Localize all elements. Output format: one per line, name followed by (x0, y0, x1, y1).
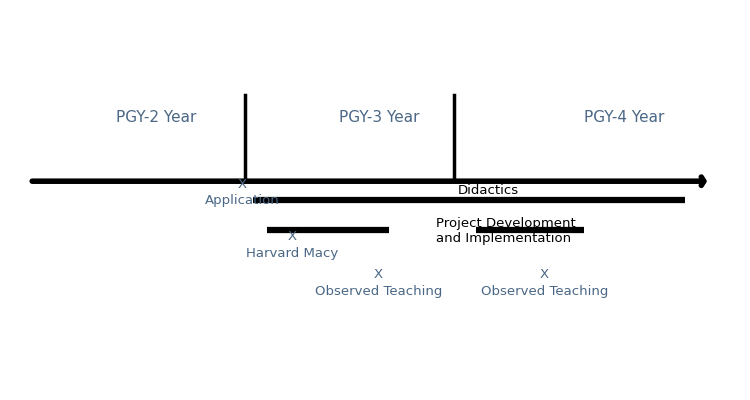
Text: X: X (540, 268, 549, 281)
Text: X: X (288, 230, 297, 243)
Text: Didactics: Didactics (458, 184, 519, 197)
Text: PGY-2 Year: PGY-2 Year (116, 110, 196, 125)
Text: Project Development
and Implementation: Project Development and Implementation (436, 217, 576, 245)
Text: Observed Teaching: Observed Teaching (315, 285, 442, 298)
Text: Harvard Macy: Harvard Macy (246, 247, 338, 260)
Text: X: X (237, 178, 246, 190)
Text: Observed Teaching: Observed Teaching (481, 285, 608, 298)
Text: X: X (374, 268, 383, 281)
Text: PGY-3 Year: PGY-3 Year (339, 110, 419, 125)
Text: PGY-4 Year: PGY-4 Year (584, 110, 664, 125)
Text: Application: Application (205, 194, 279, 207)
